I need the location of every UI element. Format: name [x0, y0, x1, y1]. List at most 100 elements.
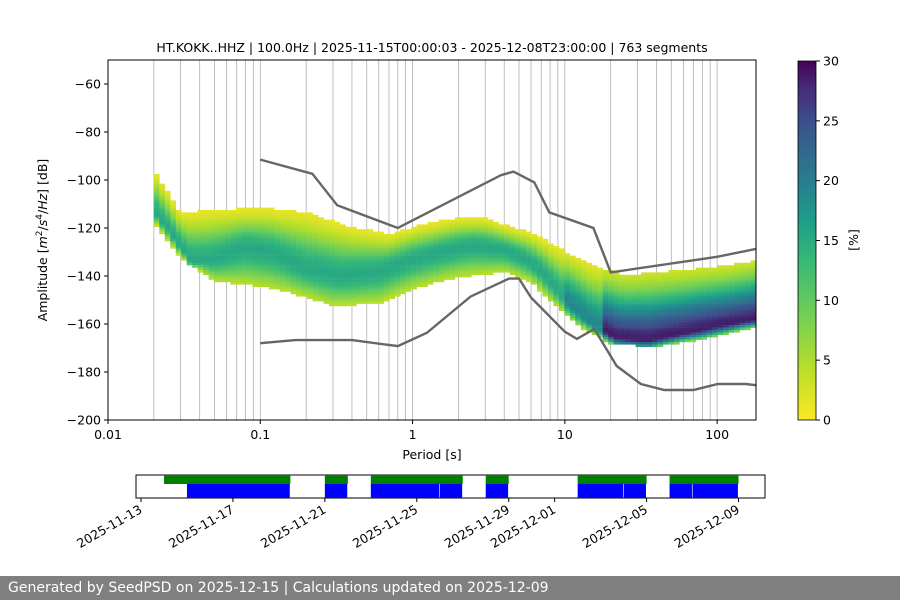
heatmap-cell [624, 334, 631, 338]
heatmap-cell [405, 260, 412, 263]
heatmap-cell [257, 241, 264, 244]
heatmap-cell [723, 332, 729, 335]
heatmap-cell [339, 303, 346, 307]
heatmap-cell [252, 258, 259, 261]
heatmap-cell [717, 332, 724, 335]
heatmap-cell [290, 262, 297, 266]
heatmap-cell [635, 279, 642, 283]
heatmap-cell [394, 289, 401, 292]
heatmap-cell [723, 294, 729, 297]
heatmap-cell [734, 274, 740, 278]
heatmap-cell [181, 243, 187, 247]
heatmap-cell [717, 270, 724, 273]
heatmap-cell [684, 325, 691, 328]
colorbar-tick-label: 10 [823, 293, 839, 308]
heatmap-cell [673, 286, 680, 290]
heatmap-cell [717, 298, 724, 302]
heatmap-cell [750, 315, 756, 319]
heatmap-cell [482, 229, 489, 232]
heatmap-cell [564, 262, 571, 266]
heatmap-cell [591, 286, 598, 290]
heatmap-cell [334, 253, 341, 256]
heatmap-cell [624, 298, 631, 302]
heatmap-cell [164, 195, 171, 199]
heatmap-cell [547, 262, 554, 266]
heatmap-cell [673, 282, 680, 285]
heatmap-cell [657, 272, 664, 275]
heatmap-cell [586, 279, 593, 283]
heatmap-cell [307, 234, 313, 237]
heatmap-cell [679, 303, 686, 307]
heatmap-cell [170, 226, 177, 230]
heatmap-cell [476, 253, 483, 256]
heatmap-cell [547, 289, 554, 292]
heatmap-cell [279, 258, 286, 261]
heatmap-cell [378, 291, 385, 295]
heatmap-cell [290, 229, 297, 232]
heatmap-cell [312, 262, 319, 266]
heatmap-cell [263, 253, 270, 256]
heatmap-cell [345, 253, 352, 256]
heatmap-cell [422, 248, 428, 251]
heatmap-cell [389, 238, 396, 242]
heatmap-cell [378, 238, 385, 242]
heatmap-cell [427, 238, 434, 242]
heatmap-cell [580, 262, 587, 266]
heatmap-cell [597, 270, 604, 273]
heatmap-cell [701, 306, 708, 309]
heatmap-cell [542, 262, 549, 266]
heatmap-cell [646, 320, 653, 323]
heatmap-cell [225, 258, 231, 261]
heatmap-cell [235, 217, 242, 220]
heatmap-cell [449, 274, 456, 278]
heatmap-cell [400, 258, 406, 261]
heatmap-cell [673, 291, 680, 295]
heatmap-cell [356, 234, 363, 237]
heatmap-cell [558, 279, 565, 283]
heatmap-cell [197, 253, 204, 256]
heatmap-cell [668, 310, 675, 314]
heatmap-cell [438, 248, 445, 251]
heatmap-cell [723, 322, 729, 326]
heatmap-cell [274, 243, 281, 247]
heatmap-cell [515, 238, 521, 242]
heatmap-cell [329, 270, 335, 273]
heatmap-cell [252, 284, 259, 287]
heatmap-cell [465, 262, 472, 266]
heatmap-cell [734, 291, 740, 295]
heatmap-cell [225, 267, 231, 271]
heatmap-cell [263, 267, 270, 271]
heatmap-cell [547, 253, 554, 256]
heatmap-cell [192, 224, 198, 227]
heatmap-cell [214, 248, 220, 251]
heatmap-cell [257, 260, 264, 263]
heatmap-cell [334, 248, 341, 251]
heatmap-cell [339, 277, 346, 280]
heatmap-cell [438, 258, 445, 261]
heatmap-cell [651, 330, 658, 333]
heatmap-cell [651, 325, 658, 328]
heatmap-cell [257, 272, 264, 275]
heatmap-cell [509, 229, 516, 232]
heatmap-cell [487, 253, 494, 256]
heatmap-cell [558, 291, 565, 295]
heatmap-cell [728, 310, 735, 314]
date-tick-label: 2025-11-25 [350, 502, 420, 551]
heatmap-cell [219, 224, 226, 227]
heatmap-cell [739, 306, 746, 309]
heatmap-cell [515, 260, 521, 263]
heatmap-cell [279, 229, 286, 232]
heatmap-cell [378, 284, 385, 287]
heatmap-cell [449, 236, 456, 239]
heatmap-cell [192, 222, 198, 225]
heatmap-cell [750, 274, 756, 278]
heatmap-cell [153, 178, 160, 182]
heatmap-cell [334, 236, 341, 239]
heatmap-cell [307, 217, 313, 220]
heatmap-cell [608, 301, 614, 304]
heatmap-cell [361, 238, 368, 242]
heatmap-cell [690, 301, 697, 304]
heatmap-cell [728, 289, 735, 292]
heatmap-cell [230, 260, 237, 263]
heatmap-cell [657, 301, 664, 304]
